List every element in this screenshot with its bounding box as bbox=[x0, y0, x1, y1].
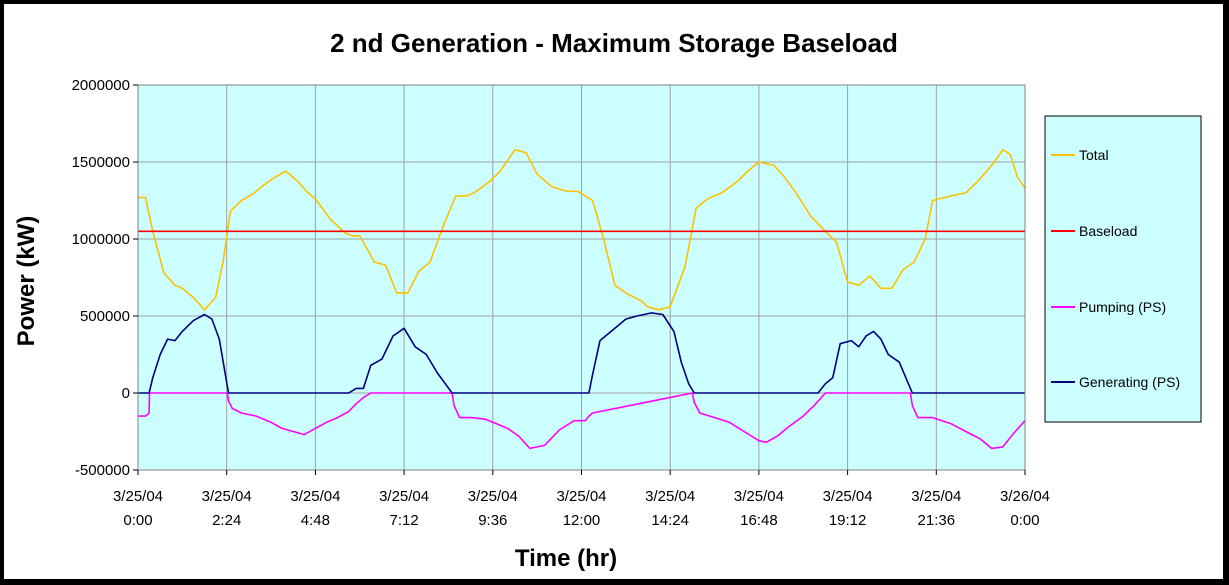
x-tick-label: 3/25/04 4:48 bbox=[290, 488, 340, 529]
x-tick-label: 3/25/04 14:24 bbox=[645, 488, 695, 529]
legend-label-generating-ps: Generating (PS) bbox=[1079, 374, 1180, 390]
chart-frame: 2 nd Generation - Maximum Storage Baselo… bbox=[4, 4, 1223, 579]
y-tick-label: 2000000 bbox=[72, 77, 130, 94]
chart-title: 2 nd Generation - Maximum Storage Baselo… bbox=[330, 28, 898, 58]
legend-entries: Total Baseload Pumping (PS) Generating (PS) bbox=[1051, 147, 1180, 390]
y-tick-label: -500000 bbox=[75, 462, 130, 479]
x-tick-label: 3/25/04 16:48 bbox=[734, 488, 784, 529]
x-tick-label: 3/25/04 7:12 bbox=[379, 488, 429, 529]
y-tick-label: 1000000 bbox=[72, 231, 130, 248]
y-tick-label: 1500000 bbox=[72, 154, 130, 171]
x-tick-label: 3/26/04 0:00 bbox=[1000, 488, 1050, 529]
x-tick-label: 3/25/04 2:24 bbox=[202, 488, 252, 529]
x-tick-label: 3/25/04 0:00 bbox=[113, 488, 163, 529]
legend-label-baseload: Baseload bbox=[1079, 223, 1137, 239]
legend-label-pumping-ps: Pumping (PS) bbox=[1079, 299, 1166, 315]
x-tick-label: 3/25/04 9:36 bbox=[468, 488, 518, 529]
x-axis-ticks: 3/25/04 0:00 3/25/04 2:24 3/25/04 4:48 3/25/04… bbox=[113, 470, 1050, 529]
x-tick-label: 3/25/04 12:00 bbox=[556, 488, 606, 529]
x-tick-label: 3/25/04 19:12 bbox=[823, 488, 873, 529]
legend bbox=[1044, 115, 1202, 423]
x-axis-title: Time (hr) bbox=[515, 545, 617, 572]
x-tick-label: 3/25/04 21:36 bbox=[911, 488, 961, 529]
chart-svg: 2 nd Generation - Maximum Storage Baselo… bbox=[13, 28, 1202, 572]
series-line-generating-ps bbox=[138, 312, 1025, 394]
y-axis-title: Power (kW) bbox=[13, 216, 40, 347]
y-axis-ticks: -500000 0 500000 1000000 1500000 2000000 bbox=[72, 77, 138, 479]
series-line-total bbox=[138, 148, 1026, 311]
series-layer bbox=[138, 148, 1026, 450]
legend-label-total: Total bbox=[1079, 147, 1109, 163]
series-line-pumping-ps bbox=[138, 392, 1026, 450]
y-tick-label: 0 bbox=[122, 385, 130, 402]
y-tick-label: 500000 bbox=[80, 308, 130, 325]
